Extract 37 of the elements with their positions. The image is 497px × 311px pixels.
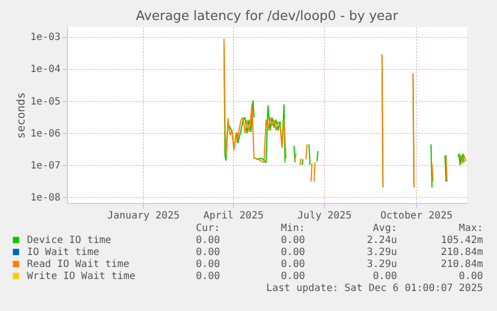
text: Min: (280, 223, 305, 234)
text: 0.00 (196, 247, 220, 258)
text: 210.84m (440, 259, 483, 270)
text: 3.29u (366, 259, 397, 270)
text: 0.00 (280, 271, 305, 282)
legend-label: Write IO Wait time (27, 271, 136, 282)
legend-label: Device IO time (27, 235, 112, 246)
x-tick-label: July 2025 (297, 210, 352, 222)
text: 2.24u (366, 235, 397, 246)
text: Cur: (196, 223, 220, 234)
x-tick-label: April 2025 (203, 210, 264, 222)
y-tick-label: 1e-03 (30, 32, 60, 44)
chart-title: Average latency for /dev/loop0 - by year (136, 9, 399, 24)
x-tick-label: October 2025 (380, 210, 453, 222)
text: 3.29u (366, 247, 397, 258)
y-tick-label: 1e-07 (30, 160, 60, 172)
text: 0.00 (458, 271, 483, 282)
text: Avg: (372, 223, 397, 234)
text: Max: (458, 223, 483, 234)
legend-label: Read IO Wait time (27, 259, 130, 270)
text: 105.42m (440, 235, 483, 246)
y-tick-label: 1e-06 (30, 128, 60, 140)
text: 0.00 (280, 259, 305, 270)
y-axis-title: seconds (14, 92, 28, 139)
text: 0.00 (196, 259, 220, 270)
text: 0.00 (372, 271, 397, 282)
text: 0.00 (196, 271, 220, 282)
text: 0.00 (280, 247, 305, 258)
text: Last update: Sat Dec 6 01:00:07 2025 (266, 283, 483, 294)
text: 0.00 (196, 235, 220, 246)
text: 210.84m (440, 247, 483, 258)
text: 0.00 (280, 235, 305, 246)
y-tick-label: 1e-08 (30, 192, 60, 204)
y-tick-label: 1e-04 (30, 64, 60, 76)
y-tick-label: 1e-05 (30, 96, 60, 108)
x-tick-label: January 2025 (107, 210, 180, 222)
legend-label: IO Wait time (27, 247, 100, 258)
